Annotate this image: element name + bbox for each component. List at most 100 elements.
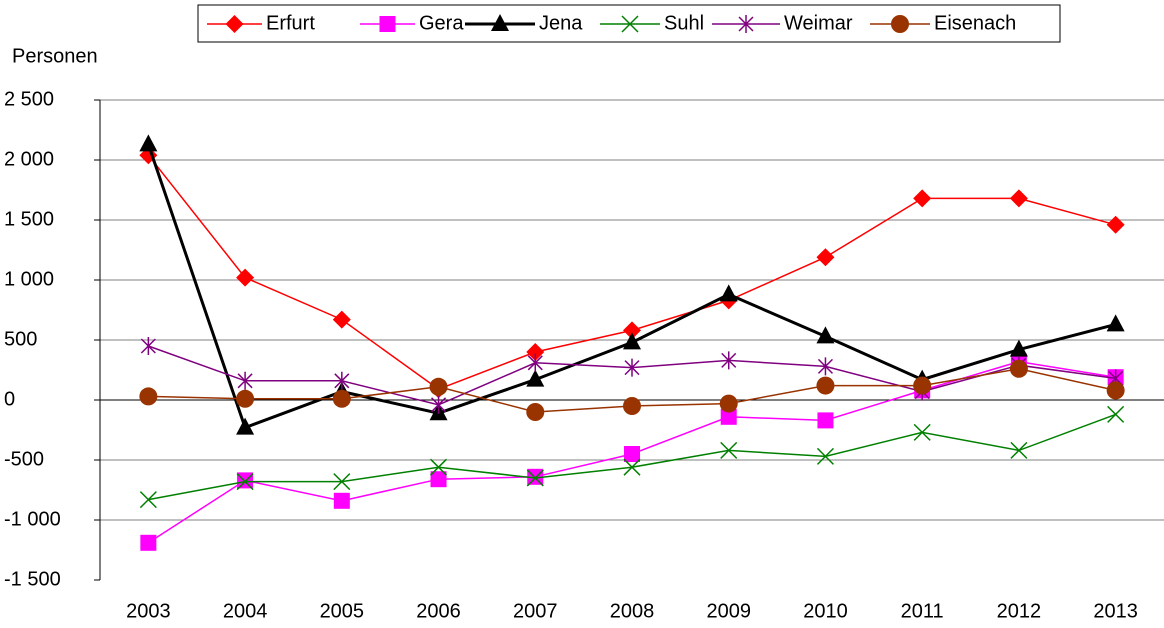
marker-shape (623, 321, 641, 340)
marker-shape (891, 15, 909, 33)
marker-shape (237, 371, 253, 390)
x-tick-label: 2011 (901, 600, 944, 622)
marker-shape (526, 469, 544, 487)
marker-shape (1106, 381, 1125, 400)
marker-shape (624, 358, 640, 377)
marker-shape (430, 471, 447, 488)
marker (526, 469, 544, 487)
marker (1107, 405, 1125, 423)
marker (225, 15, 244, 33)
marker-shape (817, 412, 834, 429)
x-tick-label: 2004 (223, 600, 268, 622)
marker (621, 15, 639, 33)
marker-shape (721, 351, 737, 370)
marker-shape (140, 534, 157, 551)
legend-label: Gera (419, 12, 464, 34)
marker (891, 15, 909, 33)
marker (334, 371, 350, 390)
marker (913, 189, 932, 208)
legend-label: Weimar (784, 12, 853, 34)
marker (721, 351, 737, 370)
y-tick-label: 2 000 (4, 148, 54, 170)
marker-shape (139, 491, 157, 509)
marker (236, 268, 255, 287)
marker (526, 343, 545, 361)
marker-shape (720, 408, 737, 425)
marker-shape (817, 357, 833, 376)
marker (431, 395, 447, 414)
legend-label: Eisenach (934, 12, 1016, 34)
x-tick-label: 2007 (513, 600, 558, 622)
marker-shape (491, 14, 509, 31)
x-tick-label: 2006 (416, 600, 461, 622)
y-axis-label: Personen (12, 45, 98, 67)
marker (1106, 381, 1125, 400)
marker-shape (816, 326, 835, 344)
marker-shape (236, 268, 255, 287)
x-tick-label: 2010 (803, 600, 848, 622)
marker-shape (719, 394, 738, 413)
series-line (146, 143, 1117, 430)
marker-shape (1107, 405, 1125, 423)
marker-shape (139, 387, 158, 406)
marker-shape (816, 376, 835, 395)
marker-shape (430, 458, 448, 476)
marker (333, 473, 351, 491)
y-tick-label: 500 (4, 328, 37, 350)
marker-shape (738, 15, 754, 33)
x-tick-label: 2012 (997, 600, 1042, 622)
marker (1009, 189, 1028, 208)
x-tick-label: 2003 (126, 600, 171, 622)
marker (139, 134, 158, 152)
marker (623, 332, 641, 350)
x-tick-label: 2005 (320, 600, 365, 622)
marker-shape (1009, 339, 1028, 357)
marker (236, 417, 255, 435)
legend-label: Jena (539, 12, 583, 34)
marker-shape (527, 353, 543, 372)
marker-shape (527, 468, 544, 485)
marker (1009, 339, 1028, 357)
marker-shape (431, 395, 447, 414)
marker (1106, 314, 1125, 332)
marker (430, 458, 448, 476)
marker-shape (1106, 215, 1125, 234)
marker (623, 321, 641, 340)
marker (237, 472, 254, 489)
marker (332, 310, 351, 329)
marker-shape (621, 15, 639, 33)
marker (738, 15, 754, 33)
marker-shape (237, 472, 254, 489)
marker-shape (913, 423, 931, 441)
marker (139, 491, 157, 509)
marker (817, 357, 833, 376)
y-tick-label: -1 000 (4, 508, 61, 530)
marker (333, 492, 350, 509)
marker (720, 441, 738, 459)
y-tick-label: 2 500 (4, 88, 54, 110)
marker (816, 248, 835, 267)
marker-shape (1009, 189, 1028, 208)
marker-shape (1106, 314, 1125, 332)
marker (139, 387, 158, 406)
marker-shape (139, 134, 158, 152)
marker (332, 389, 351, 408)
marker (527, 468, 544, 485)
marker (526, 403, 545, 421)
marker (719, 394, 738, 413)
marker (527, 353, 543, 372)
marker (430, 471, 447, 488)
y-tick-label: -1 500 (4, 568, 61, 590)
x-tick-label: 2009 (706, 600, 751, 622)
marker-shape (429, 377, 448, 396)
marker-shape (526, 343, 545, 361)
marker (720, 408, 737, 425)
marker (816, 326, 835, 344)
marker-shape (623, 332, 641, 350)
marker (236, 473, 254, 491)
marker-shape (140, 337, 156, 355)
marker-shape (334, 371, 350, 390)
marker-shape (623, 397, 641, 415)
marker-shape (225, 15, 244, 33)
